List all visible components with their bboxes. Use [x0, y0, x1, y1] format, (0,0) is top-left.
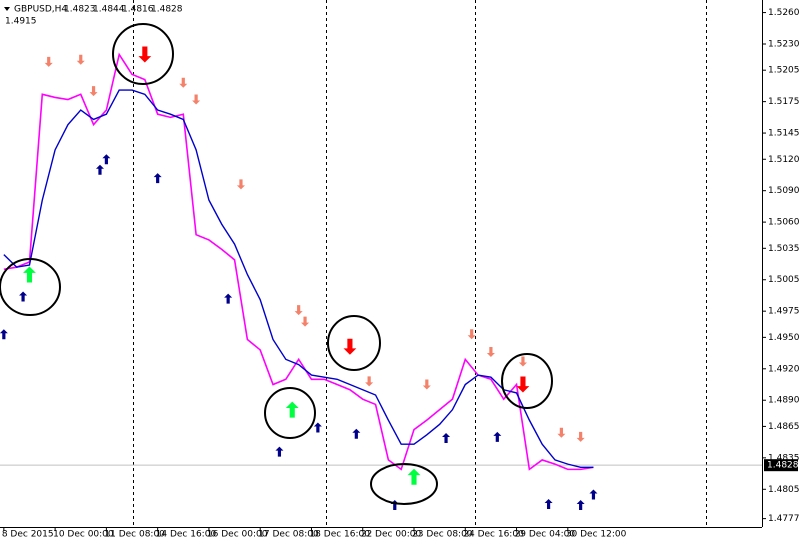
- signal-arrow: [192, 94, 201, 105]
- x-tick-label: 18 Dec 16:00: [309, 530, 370, 540]
- circle: [112, 23, 174, 85]
- menu-triangle: [4, 7, 10, 11]
- circle: [264, 387, 316, 439]
- circle: [370, 463, 438, 505]
- signal-arrow: [576, 499, 585, 510]
- signal-arrow: [301, 316, 310, 327]
- last-price-label: 1.4828: [767, 461, 799, 471]
- x-tick-label: 11 Dec 08:00: [104, 530, 165, 540]
- signal-arrow: [516, 376, 530, 393]
- circle: [327, 315, 381, 371]
- x-tick-label: 10 Dec 00:00: [53, 530, 114, 540]
- signal-arrow: [518, 356, 527, 367]
- signal-arrow: [153, 173, 162, 184]
- y-tick-label: 1.5060: [768, 218, 799, 228]
- signal-arrow: [236, 179, 245, 190]
- y-tick-label: 1.4805: [768, 485, 799, 495]
- ohlc-high: 1.4844: [93, 5, 125, 15]
- y-tick-label: 1.4865: [768, 422, 799, 432]
- signal-arrow: [294, 305, 303, 316]
- ohlc-close: 1.4828: [151, 5, 183, 15]
- ohlc-open: 1.4823: [64, 5, 96, 15]
- x-tick-label: 30 Dec 12:00: [566, 530, 627, 540]
- x-tick-label: 22 Dec 00:00: [361, 530, 422, 540]
- ohlc-low: 1.4816: [122, 5, 154, 15]
- signal-arrow: [467, 329, 476, 340]
- signal-arrow: [589, 489, 598, 500]
- signal-arrow: [23, 266, 36, 283]
- x-tick-label: 29 Dec 04:00: [515, 530, 576, 540]
- y-tick-label: 1.5120: [768, 155, 799, 165]
- annotation-circles: [0, 23, 553, 505]
- y-tick-label: 1.4920: [768, 364, 799, 374]
- y-tick-label: 1.5230: [768, 40, 799, 50]
- signal-arrow: [352, 428, 361, 439]
- x-tick-label: 24 Dec 16:00: [463, 530, 524, 540]
- y-tick-label: 1.5090: [768, 186, 799, 196]
- signal-arrow: [544, 498, 553, 509]
- signal-arrow: [422, 379, 431, 390]
- signal-arrow: [493, 431, 502, 442]
- y-tick-label: 1.5005: [768, 275, 799, 285]
- signal-arrow: [138, 46, 152, 63]
- y-tick-label: 1.5145: [768, 129, 799, 139]
- signal-arrow: [95, 164, 104, 175]
- last-price-box: [764, 459, 798, 472]
- y-tick-label: 1.4950: [768, 333, 799, 343]
- signal-arrow: [576, 431, 585, 442]
- signal-arrow: [76, 54, 85, 65]
- y-tick-label: 1.5260: [768, 8, 799, 18]
- indicator-value: 1.4915: [5, 17, 37, 27]
- signal-arrow: [486, 347, 495, 358]
- signal-arrow: [313, 422, 322, 433]
- signal-arrow: [275, 446, 284, 457]
- signal-arrow: [102, 154, 111, 165]
- circle: [0, 258, 61, 316]
- plot: [0, 46, 762, 510]
- signal-arrow: [179, 77, 188, 88]
- header: GBPUSD,H4 1.4823 1.4844 1.4816 1.4828 1.…: [4, 5, 183, 27]
- signal-arrow: [442, 432, 451, 443]
- x-tick-label: 17 Dec 08:00: [258, 530, 319, 540]
- signal-arrow: [557, 427, 566, 438]
- y-tick-label: 1.5205: [768, 66, 799, 76]
- signal-arrow: [44, 56, 53, 67]
- signal-arrow: [19, 291, 28, 302]
- period-separators: [133, 0, 707, 527]
- signal-arrow: [365, 376, 374, 387]
- signal-arrow: [407, 468, 421, 485]
- signal-arrow: [285, 401, 299, 418]
- x-tick-label: 8 Dec 2015: [2, 530, 54, 540]
- y-tick-label: 1.4975: [768, 307, 799, 317]
- y-tick-label: 1.4890: [768, 396, 799, 406]
- signal-arrow: [0, 329, 8, 340]
- y-tick-label: 1.4835: [768, 453, 799, 463]
- y-tick-label: 1.5035: [768, 244, 799, 254]
- x-tick-label: 14 Dec 16:00: [156, 530, 217, 540]
- y-tick-label: 1.5175: [768, 97, 799, 107]
- signal-arrow: [224, 293, 233, 304]
- y-tick-label: 1.4777: [768, 514, 799, 524]
- x-tick-label: 16 Dec 00:00: [207, 530, 268, 540]
- price-line: [3, 89, 594, 468]
- signal-arrow: [89, 86, 98, 97]
- symbol-title: GBPUSD,H4: [14, 5, 67, 15]
- circle: [501, 353, 553, 409]
- x-tick-label: 23 Dec 08:00: [412, 530, 473, 540]
- price-line: [3, 52, 594, 471]
- signal-arrow: [343, 338, 357, 355]
